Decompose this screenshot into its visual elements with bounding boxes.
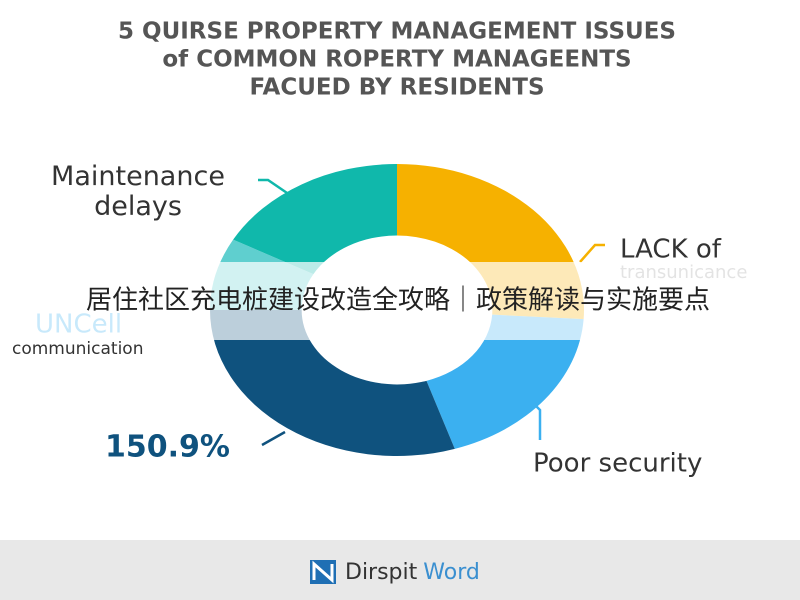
footer-bar xyxy=(0,540,800,600)
footer-brand: Dirspit Word xyxy=(345,560,480,585)
segment xyxy=(426,314,584,449)
segment xyxy=(233,164,397,275)
annotation: 150.9% xyxy=(105,430,230,465)
title-line: FACUED BY RESIDENTS xyxy=(249,75,544,101)
segment-label: LACK of xyxy=(620,235,722,265)
segment-label: Maintenance delays xyxy=(51,161,225,222)
logo xyxy=(310,560,336,584)
brand-accent: Word xyxy=(423,560,480,585)
leader-line xyxy=(261,430,286,447)
segment xyxy=(397,164,584,320)
segment-sublabel: communication xyxy=(12,339,143,359)
segment-label: Poor security xyxy=(533,449,702,479)
brand: Dirspit xyxy=(345,560,418,585)
segment xyxy=(210,310,455,456)
segment-label: UNCell xyxy=(35,310,122,340)
segment-sublabel: transunicance xyxy=(620,262,747,283)
title-line: 5 QUIRSE PROPERTY MANAGEMENT ISSUES xyxy=(118,19,676,45)
leader-line xyxy=(579,243,605,263)
title-line: of COMMON ROPERTY MANAGEENTS xyxy=(162,47,631,73)
leader-line xyxy=(529,399,542,440)
logo-glyph xyxy=(312,560,334,584)
leader-line xyxy=(258,178,291,197)
leaders xyxy=(258,178,605,447)
donut xyxy=(210,164,584,456)
